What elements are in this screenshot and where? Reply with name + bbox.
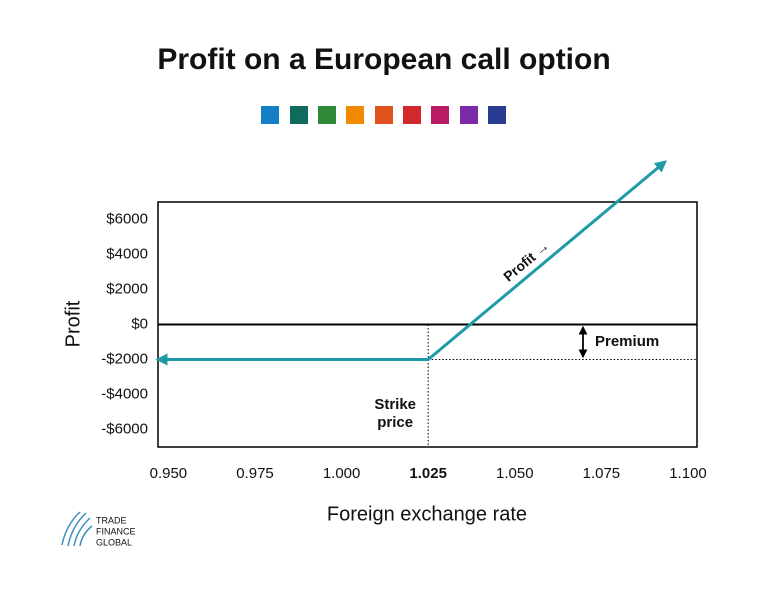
- y-tick-label: -$4000: [101, 385, 148, 402]
- y-tick-label: $6000: [106, 210, 148, 227]
- strike-label: Strike: [374, 396, 416, 413]
- chart-title: Profit on a European call option: [157, 43, 610, 76]
- y-tick-label: $2000: [106, 280, 148, 297]
- y-axis-label: Profit: [62, 300, 84, 347]
- logo-text: FINANCE: [96, 526, 136, 536]
- logo: [61, 511, 93, 547]
- x-axis-label: Foreign exchange rate: [327, 503, 527, 525]
- y-tick-label: $0: [131, 315, 148, 332]
- x-tick-label: 1.000: [323, 465, 361, 482]
- strike-label: price: [377, 414, 413, 431]
- x-tick-label: 1.050: [496, 465, 534, 482]
- y-tick-label: -$2000: [101, 350, 148, 367]
- x-tick-label: 1.025: [409, 465, 447, 482]
- logo-text: TRADE: [96, 515, 127, 525]
- profit-line: [155, 160, 667, 366]
- x-tick-label: 0.950: [150, 465, 188, 482]
- premium-label: Premium: [595, 333, 659, 350]
- y-tick-label: -$6000: [101, 420, 148, 437]
- x-tick-label: 1.100: [669, 465, 707, 482]
- y-tick-label: $4000: [106, 245, 148, 262]
- logo-text: GLOBAL: [96, 537, 132, 547]
- x-tick-label: 1.075: [583, 465, 621, 482]
- color-swatches: [261, 106, 506, 124]
- x-tick-label: 0.975: [236, 465, 274, 482]
